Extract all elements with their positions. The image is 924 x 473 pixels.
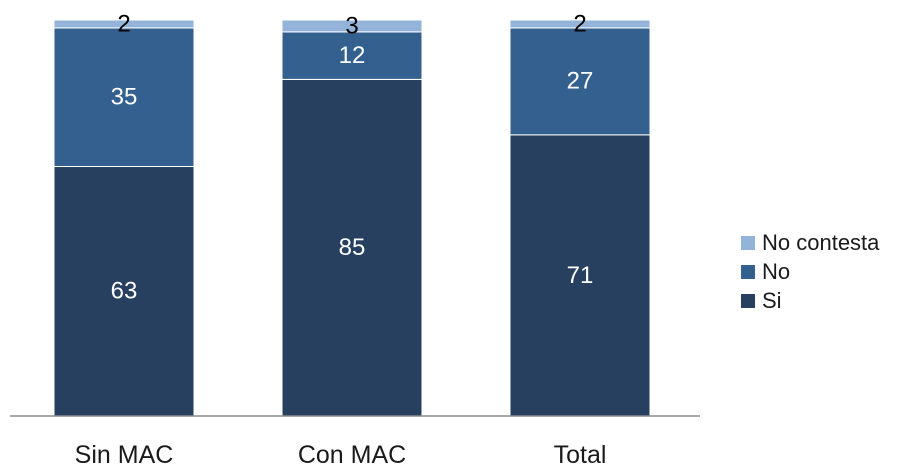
data-label-con-mac-si: 85	[339, 234, 366, 261]
data-label-sin-mac-no: 35	[111, 84, 138, 111]
data-label-total-si: 71	[567, 262, 594, 289]
legend-label-no-contesta: No contesta	[762, 230, 880, 255]
bar-segment-sin-mac-no-contesta	[53, 19, 195, 29]
data-label-total-no-contesta: 2	[573, 10, 586, 37]
bar-segment-con-mac-no-contesta	[281, 19, 423, 33]
data-label-sin-mac-no-contesta: 2	[117, 10, 130, 37]
legend-label-no: No	[762, 259, 790, 284]
category-label-sin-mac: Sin MAC	[75, 441, 174, 469]
legend-swatch-no	[741, 265, 755, 279]
legend: No contesta No Si	[741, 230, 880, 313]
data-label-total-no: 27	[567, 68, 594, 95]
category-label-con-mac: Con MAC	[298, 441, 406, 469]
data-label-con-mac-no-contesta: 3	[345, 12, 358, 39]
bar-segment-sin-mac-no	[53, 27, 195, 168]
bars-layer	[53, 19, 651, 417]
category-label-total: Total	[554, 441, 607, 469]
bar-segment-total-no-contesta	[509, 19, 651, 29]
bar-segment-con-mac-si	[281, 78, 423, 417]
data-label-sin-mac-si: 63	[111, 278, 138, 305]
data-labels-layer: 63 35 2 85 12 3 71 27 2	[111, 10, 594, 304]
legend-label-si: Si	[762, 288, 782, 313]
legend-swatch-no-contesta	[741, 236, 755, 250]
bar-segment-sin-mac-si	[53, 166, 195, 417]
data-label-con-mac-no: 12	[339, 42, 366, 69]
legend-swatch-si	[741, 294, 755, 308]
bar-segment-con-mac-no	[281, 31, 423, 80]
category-labels-layer: Sin MAC Con MAC Total	[75, 441, 607, 469]
